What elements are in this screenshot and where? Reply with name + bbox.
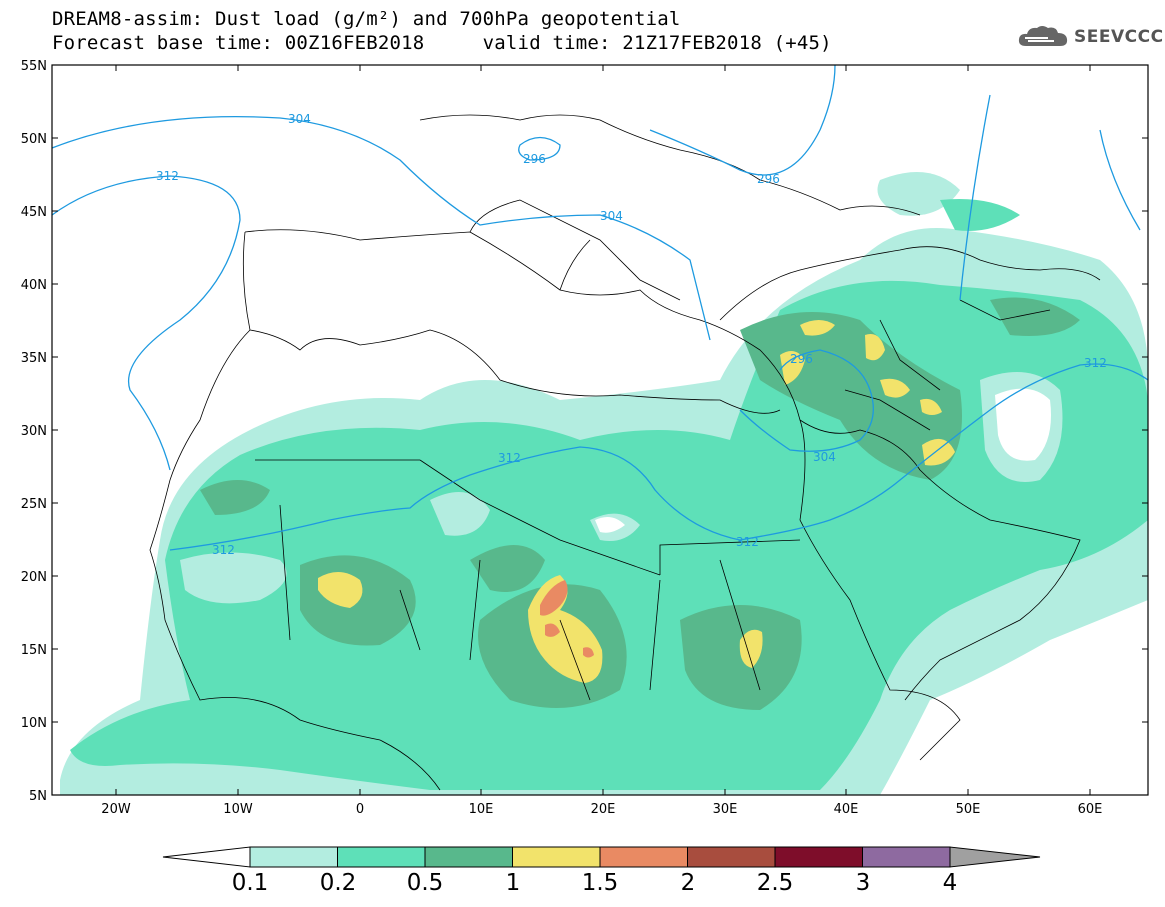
lat-label: 5N — [29, 789, 47, 804]
lon-label: 30E — [713, 802, 738, 817]
longitude-axis: 20W 10W 0 10E 20E 30E 40E 50E 60E — [101, 802, 1102, 817]
colorbar-label: 1.5 — [581, 870, 619, 896]
colorbar-swatch — [424, 846, 513, 868]
lon-label: 60E — [1078, 802, 1103, 817]
isoline-label: 296 — [790, 352, 813, 366]
isoline-label: 312 — [1084, 356, 1107, 370]
coastlines — [149, 114, 1101, 791]
seevccc-logo: SEEVCCC — [1018, 24, 1164, 50]
colorbar-label: 2.5 — [756, 870, 794, 896]
colorbar-over-arrow — [949, 846, 1041, 868]
isoline-label: 312 — [156, 169, 179, 183]
isoline-label: 312 — [212, 543, 235, 557]
colorbar-label: 1 — [505, 870, 521, 896]
isoline-label: 296 — [757, 172, 780, 186]
geopotential-isolines — [52, 65, 1148, 551]
forecast-time-line: Forecast base time: 00Z16FEB2018 valid t… — [52, 32, 832, 54]
lat-label: 35N — [21, 351, 47, 366]
colorbar-label: 4 — [942, 870, 958, 896]
lat-label: 30N — [21, 424, 47, 439]
colorbar-swatch — [687, 846, 776, 868]
colorbar-swatch — [512, 846, 601, 868]
lat-label: 40N — [21, 278, 47, 293]
lon-label: 10E — [469, 802, 494, 817]
colorbar-under-arrow — [162, 846, 251, 868]
colorbar-swatch — [774, 846, 863, 868]
colorbar-swatch — [249, 846, 338, 868]
colorbar-swatch — [599, 846, 688, 868]
colorbar-swatch — [337, 846, 426, 868]
colorbar-label: 0.2 — [319, 870, 357, 896]
lat-label: 50N — [21, 132, 47, 147]
colorbar-label: 0.1 — [231, 870, 269, 896]
latitude-axis: 55N 50N 45N 40N 35N 30N 25N 20N 15N 10N … — [21, 59, 47, 804]
isoline-label: 304 — [813, 450, 836, 464]
lat-label: 15N — [21, 643, 47, 658]
lat-label: 20N — [21, 570, 47, 585]
lat-label: 25N — [21, 497, 47, 512]
lon-label: 50E — [956, 802, 981, 817]
lon-label: 20W — [101, 802, 131, 817]
colorbar-label: 3 — [855, 870, 871, 896]
axis-ticks — [52, 64, 1148, 796]
logo-text: SEEVCCC — [1074, 27, 1164, 47]
isoline-labels: 304 296 296 312 304 312 312 312 304 296 … — [156, 112, 1107, 557]
isoline-label: 312 — [736, 535, 759, 549]
lon-label: 0 — [356, 802, 364, 817]
isoline-label: 296 — [523, 152, 546, 166]
colorbar-label: 0.5 — [406, 870, 444, 896]
lon-label: 10W — [223, 802, 253, 817]
cloud-icon — [1018, 26, 1068, 46]
lon-label: 20E — [591, 802, 616, 817]
isoline-label: 304 — [600, 209, 623, 223]
lat-label: 45N — [21, 205, 47, 220]
dust-field — [60, 172, 1148, 795]
colorbar-swatch — [862, 846, 951, 868]
isoline-label: 312 — [498, 451, 521, 465]
isoline-label: 304 — [288, 112, 311, 126]
map-title: DREAM8-assim: Dust load (g/m²) and 700hP… — [52, 8, 681, 30]
colorbar-label: 2 — [680, 870, 696, 896]
lat-label: 10N — [21, 716, 47, 731]
lat-label: 55N — [21, 59, 47, 74]
lon-label: 40E — [834, 802, 859, 817]
colorbar — [162, 846, 1041, 868]
